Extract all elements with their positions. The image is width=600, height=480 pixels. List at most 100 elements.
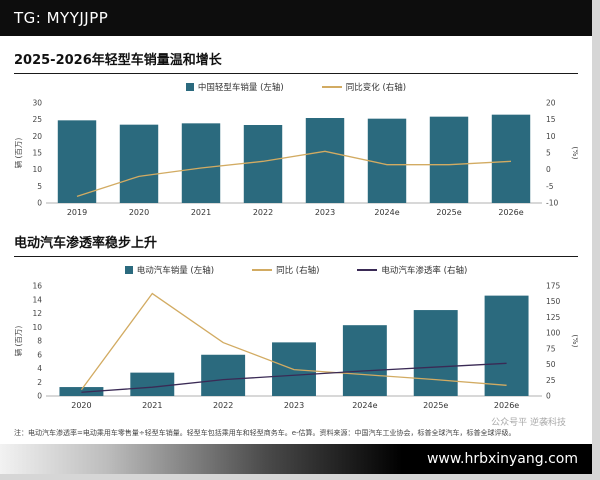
x-axis-label: 2026e [498,208,523,217]
left-axis-label: 辆 (百万) [14,326,23,357]
bar [413,310,458,396]
chart2-title: 电动汽车渗透率稳步上升 [14,227,578,257]
light-vehicle-chart-block: 2025-2026年轻型车销量温和增长 中国轻型车销量 (左轴) 同比变化 (右轴… [14,44,578,219]
legend-bar-swatch [124,266,133,274]
left-axis-tick: 10 [32,165,42,174]
x-axis-label: 2022 [253,208,273,217]
right-axis-tick: 10 [546,132,556,141]
left-axis-tick: 30 [32,99,42,108]
bar [491,114,531,203]
bar [342,325,387,396]
left-axis-label: 辆 (百万) [14,138,23,169]
right-axis-tick: 5 [546,149,551,158]
bar [181,123,221,203]
ev-penetration-chart-block: 电动汽车渗透率稳步上升 电动汽车销量 (左轴) 同比 (右轴) 电动汽车渗透率 (右… [14,227,578,412]
right-axis-label: (%) [571,147,578,160]
legend-bar-swatch [185,83,194,91]
legend-item: 中国轻型车销量 (左轴) [185,81,284,93]
x-axis-label: 2023 [284,401,304,410]
left-axis-tick: 4 [37,364,42,373]
x-axis-label: 2025e [436,208,461,217]
x-axis-label: 2024e [374,208,399,217]
legend-label: 同比 (右轴) [276,266,320,276]
line-series [80,292,507,391]
right-axis-tick: 0 [546,392,551,401]
right-axis-tick: 25 [546,376,556,385]
x-axis-label: 2024e [352,401,377,410]
left-axis-tick: 25 [32,115,42,124]
legend-label: 同比变化 (右轴) [345,83,407,93]
bar [305,118,345,203]
watermark-text: 公众号平 逆袭科技 [491,418,566,428]
left-axis-tick: 20 [32,132,42,141]
ev-penetration-chart: 0 2 4 6 8 10 12 14 16 0 25 50 75 100 125 150 175 辆 (百万) (%… [14,282,578,411]
light-vehicle-sales-chart: 0 5 10 15 20 25 30 -10 -5 0 5 10 15 20 辆 (百万) (%) 2019 20… [14,99,578,218]
report-content: 2025-2026年轻型车销量温和增长 中国轻型车销量 (左轴) 同比变化 (右轴… [0,36,592,444]
left-axis-tick: 2 [37,378,42,387]
x-axis-label: 2020 [71,401,91,410]
legend-line-swatch [321,86,342,88]
legend-line-swatch [357,269,378,271]
top-banner: TG: MYYJJPP [0,0,592,36]
legend-label: 电动汽车销量 (左轴) [136,266,215,276]
bar [484,295,529,396]
x-axis-label: 2023 [315,208,335,217]
x-axis-label: 2021 [191,208,211,217]
legend-item: 同比变化 (右轴) [321,81,407,93]
bar [59,387,104,396]
bar [367,118,407,203]
legend-item: 同比 (右轴) [252,264,319,276]
left-axis-tick: 6 [37,350,42,359]
legend-line-swatch [252,269,273,271]
right-axis-tick: -5 [546,182,554,191]
left-axis-tick: 10 [32,323,42,332]
left-axis-tick: 16 [32,282,42,291]
right-axis-tick: 100 [546,329,561,338]
right-axis-tick: 125 [546,313,561,322]
chart1-title: 2025-2026年轻型车销量温和增长 [14,44,578,74]
right-axis-tick: 175 [546,282,561,291]
right-axis-tick: 150 [546,297,561,306]
legend-item: 电动汽车渗透率 (右轴) [357,264,467,276]
right-axis-tick: 20 [546,99,556,108]
x-axis-label: 2021 [142,401,162,410]
bar-series [57,114,531,203]
bar [201,354,246,396]
x-axis-label: 2025e [423,401,448,410]
bar [119,124,159,203]
chart1-legend: 中国轻型车销量 (左轴) 同比变化 (右轴) [14,81,578,93]
left-axis-tick: 8 [37,337,42,346]
x-axis-label: 2020 [129,208,149,217]
bar [130,372,175,396]
x-axis-label: 2022 [213,401,233,410]
left-axis-tick: 0 [37,199,42,208]
left-axis-tick: 12 [32,309,42,318]
line-series [81,362,507,393]
legend-item: 电动汽车销量 (左轴) [124,264,215,276]
left-axis-tick: 14 [32,295,42,304]
right-axis-tick: 15 [546,115,556,124]
bar [57,120,97,203]
right-axis-label: (%) [571,335,578,348]
line-series [76,150,512,197]
right-axis-tick: -10 [546,199,558,208]
left-axis-tick: 15 [32,149,42,158]
x-axis-label: 2026e [494,401,519,410]
footnote: 注：电动汽车渗透率=电动乘用车零售量÷轻型车销量。轻型车包括乘用车和轻型商务车。… [14,429,516,437]
right-axis-tick: 50 [546,360,556,369]
left-axis-tick: 5 [37,182,42,191]
right-axis-tick: 75 [546,344,556,353]
left-axis-tick: 0 [37,392,42,401]
legend-label: 电动汽车渗透率 (右轴) [381,266,468,276]
chart2-legend: 电动汽车销量 (左轴) 同比 (右轴) 电动汽车渗透率 (右轴) [14,264,578,276]
bar [429,116,469,203]
top-banner-text: TG: MYYJJPP [14,9,109,27]
bottom-banner: www.hrbxinyang.com [0,444,592,474]
x-axis-label: 2019 [67,208,87,217]
website-url: www.hrbxinyang.com [426,451,578,467]
bar [243,125,283,203]
right-axis-tick: 0 [546,165,551,174]
bar-series [59,295,529,396]
legend-label: 中国轻型车销量 (左轴) [197,83,284,93]
